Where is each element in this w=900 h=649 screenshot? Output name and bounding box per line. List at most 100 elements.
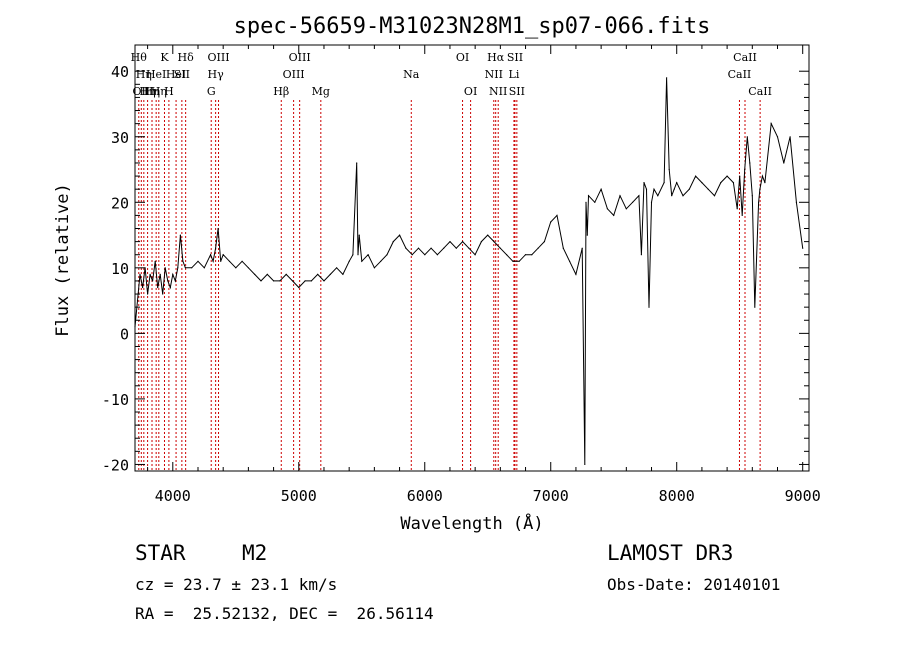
spectrum-point bbox=[594, 201, 596, 203]
y-tick-label: 30 bbox=[111, 129, 129, 147]
spectrum-point bbox=[746, 136, 748, 138]
spectrum-point bbox=[154, 260, 156, 262]
spectrum-point bbox=[352, 254, 354, 256]
x-axis-label: Wavelength (Å) bbox=[400, 512, 543, 534]
obs-date: Obs-Date: 20140101 bbox=[607, 575, 781, 594]
y-tick-label: 0 bbox=[120, 325, 129, 343]
spectrum-point bbox=[417, 247, 420, 249]
plot-frame bbox=[134, 44, 810, 472]
spectrum-point bbox=[169, 286, 171, 289]
spectrum-point bbox=[688, 188, 690, 190]
redshift-text: cz = 23.7 ± 23.1 km/s bbox=[135, 575, 338, 594]
spectrum-point bbox=[606, 208, 609, 210]
marker-label: H bbox=[164, 85, 174, 98]
spectrum-point bbox=[152, 280, 154, 282]
spectrum-point bbox=[215, 247, 217, 249]
spectrum-point bbox=[759, 188, 761, 190]
spectrum-point bbox=[182, 260, 184, 262]
spectrum-point bbox=[499, 247, 501, 249]
spectrum-point bbox=[210, 254, 212, 256]
marker-label: OII bbox=[132, 85, 150, 98]
spectrum-point bbox=[543, 241, 546, 243]
object-class: STAR bbox=[135, 541, 186, 565]
spectrum-point bbox=[317, 273, 319, 275]
y-axis-label: Flux (relative) bbox=[53, 183, 73, 337]
spectrum-point bbox=[550, 221, 552, 223]
spectrum-point bbox=[342, 273, 344, 275]
spectrum-point bbox=[323, 280, 325, 282]
spectrum-point bbox=[197, 260, 199, 262]
marker-label: Na bbox=[403, 68, 420, 81]
spectrum-point bbox=[562, 247, 564, 249]
spectrum-point bbox=[575, 273, 577, 275]
spectrum-point bbox=[449, 241, 451, 243]
spectrum-point bbox=[177, 267, 179, 269]
spectrum-point bbox=[789, 136, 791, 138]
spectrum-point bbox=[480, 241, 482, 243]
marker-label: OI bbox=[456, 51, 469, 64]
spectrum-point bbox=[761, 175, 764, 177]
marker-label: Hβ bbox=[273, 85, 289, 98]
spectrum-point bbox=[162, 293, 164, 295]
x-tick-label: 9000 bbox=[785, 487, 821, 505]
spectrum-point bbox=[663, 182, 665, 184]
spectrum-point bbox=[386, 254, 388, 256]
spectrum-point bbox=[668, 168, 670, 171]
y-tick-label: 40 bbox=[111, 63, 129, 81]
y-tick-label: 20 bbox=[111, 194, 129, 212]
spectrum-point bbox=[640, 254, 643, 256]
spectrum-point bbox=[266, 273, 268, 275]
marker-label: Hδ bbox=[178, 51, 195, 64]
spectrum-series bbox=[134, 77, 804, 465]
spectrum-point bbox=[751, 195, 753, 197]
spectrum-point bbox=[676, 182, 678, 184]
marker-label: Hα bbox=[487, 51, 505, 64]
spectrum-point bbox=[392, 241, 394, 243]
spectrum-point bbox=[142, 286, 144, 289]
spectrum-point bbox=[643, 182, 645, 184]
marker-label: CaII bbox=[733, 51, 757, 64]
x-tick-label: 5000 bbox=[281, 487, 317, 505]
spectrum-point bbox=[701, 182, 703, 184]
marker-label: Mg bbox=[312, 85, 330, 98]
spectrum-point bbox=[149, 273, 151, 275]
spectrum-point bbox=[707, 188, 709, 190]
spectrum-point bbox=[405, 247, 407, 249]
chart-title: spec-56659-M31023N28M1_sp07-066.fits bbox=[234, 14, 711, 39]
x-tick-label: 7000 bbox=[533, 487, 569, 505]
marker-label: SII bbox=[509, 85, 525, 98]
spectrum-point bbox=[136, 300, 139, 302]
spectrum-point bbox=[220, 260, 222, 262]
spectrum-point bbox=[212, 260, 214, 262]
spectrum-point bbox=[285, 273, 287, 275]
spectrum-point bbox=[776, 136, 779, 138]
spectrum-point bbox=[736, 208, 738, 210]
marker-label: Hη bbox=[144, 85, 160, 98]
spectrum-point bbox=[279, 280, 281, 282]
spectrum-point bbox=[184, 267, 186, 269]
spectrum-point bbox=[726, 175, 728, 177]
spectrum-point bbox=[167, 280, 169, 282]
spectrum-point bbox=[682, 195, 684, 197]
marker-label: G bbox=[207, 85, 216, 98]
spectrum-point bbox=[430, 247, 432, 249]
marker-label: Hθ bbox=[131, 51, 148, 64]
y-axis: -20 -10 0 10 20 30 40 bbox=[102, 63, 809, 474]
spectrum-point bbox=[443, 247, 445, 249]
spectrum-point bbox=[713, 195, 716, 197]
spectrum-point bbox=[671, 195, 673, 197]
spectrum-point bbox=[802, 247, 804, 249]
spectrum-point bbox=[537, 247, 539, 249]
spectrum-point bbox=[356, 162, 358, 164]
spectrum-point bbox=[653, 188, 655, 190]
marker-label: NII bbox=[485, 68, 503, 81]
spectrum-point bbox=[600, 188, 602, 190]
marker-label: SII bbox=[174, 68, 190, 81]
spectrum-point bbox=[613, 214, 615, 216]
spectrum-point bbox=[673, 188, 675, 190]
spectrum-point bbox=[373, 267, 375, 269]
spectrum-point bbox=[518, 260, 520, 262]
spectrum-point bbox=[380, 260, 382, 262]
spectrum-point bbox=[493, 241, 495, 243]
spectrum-point bbox=[329, 273, 331, 275]
